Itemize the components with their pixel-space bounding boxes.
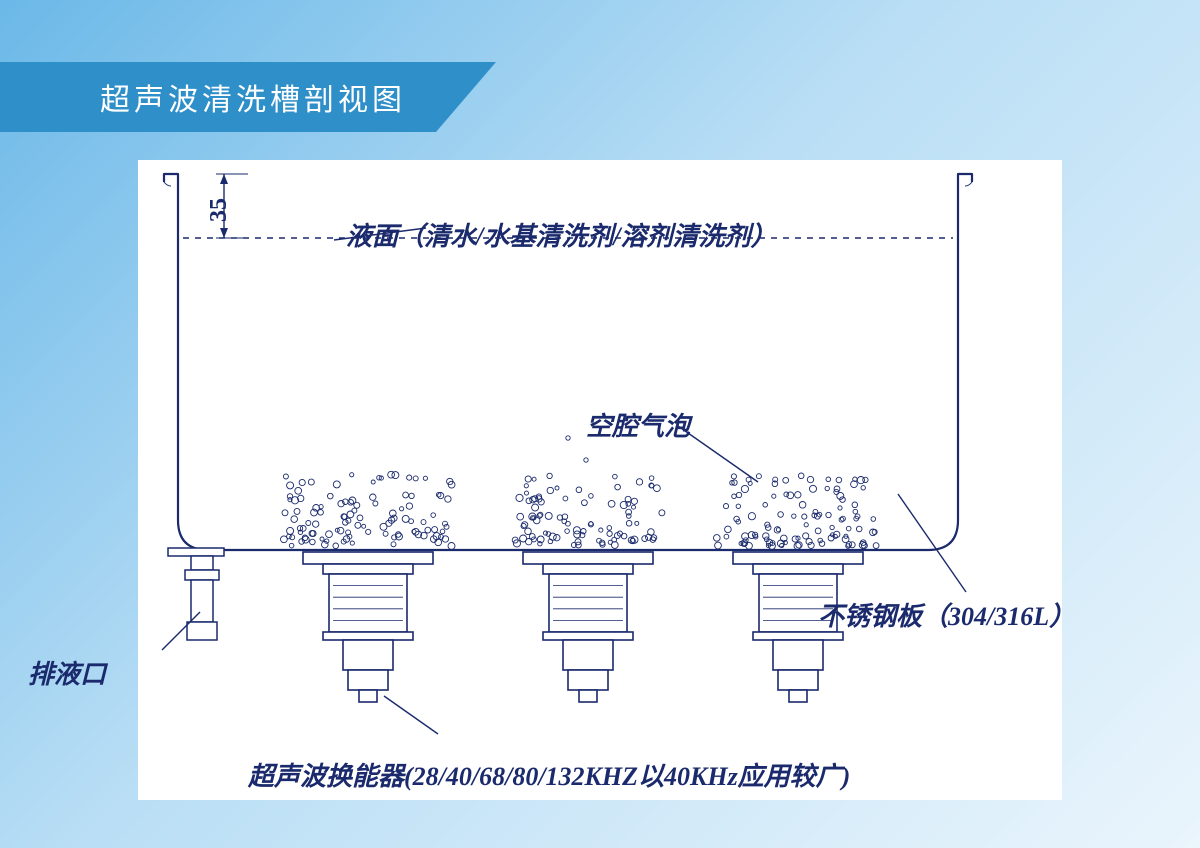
label-ultrasonic-transducer: 超声波换能器(28/40/68/80/132KHZ以40KHz应用较广) bbox=[248, 756, 850, 793]
drain-port bbox=[168, 548, 224, 640]
ultrasonic-transducer bbox=[523, 552, 653, 702]
bubble-cluster bbox=[512, 473, 665, 548]
title-banner: 超声波清洗槽剖视图 bbox=[0, 62, 496, 132]
bubble-cluster bbox=[714, 473, 879, 550]
label-stainless-steel-plate: 不锈钢板（304/316L） bbox=[818, 596, 1075, 633]
title-text: 超声波清洗槽剖视图 bbox=[100, 75, 406, 119]
label-liquid-surface: 液面（清水/水基清洗剂/溶剂清洗剂） bbox=[346, 216, 776, 253]
label-cavitation-bubbles: 空腔气泡 bbox=[586, 406, 690, 443]
diagram-svg bbox=[138, 160, 1062, 800]
dimension-35: 35 bbox=[206, 198, 233, 222]
leader-line bbox=[384, 696, 438, 734]
diagram-area: 液面（清水/水基清洗剂/溶剂清洗剂） 空腔气泡 不锈钢板（304/316L） 排… bbox=[138, 160, 1062, 800]
bubble-cluster bbox=[281, 471, 456, 549]
page-root: 超声波清洗槽剖视图 液面（清水/水基清洗剂/溶剂清洗剂） 空腔气泡 不锈钢板（3… bbox=[0, 0, 1200, 848]
ultrasonic-transducer bbox=[303, 552, 433, 702]
label-drain-port: 排液口 bbox=[28, 654, 106, 691]
leader-line bbox=[898, 494, 966, 592]
